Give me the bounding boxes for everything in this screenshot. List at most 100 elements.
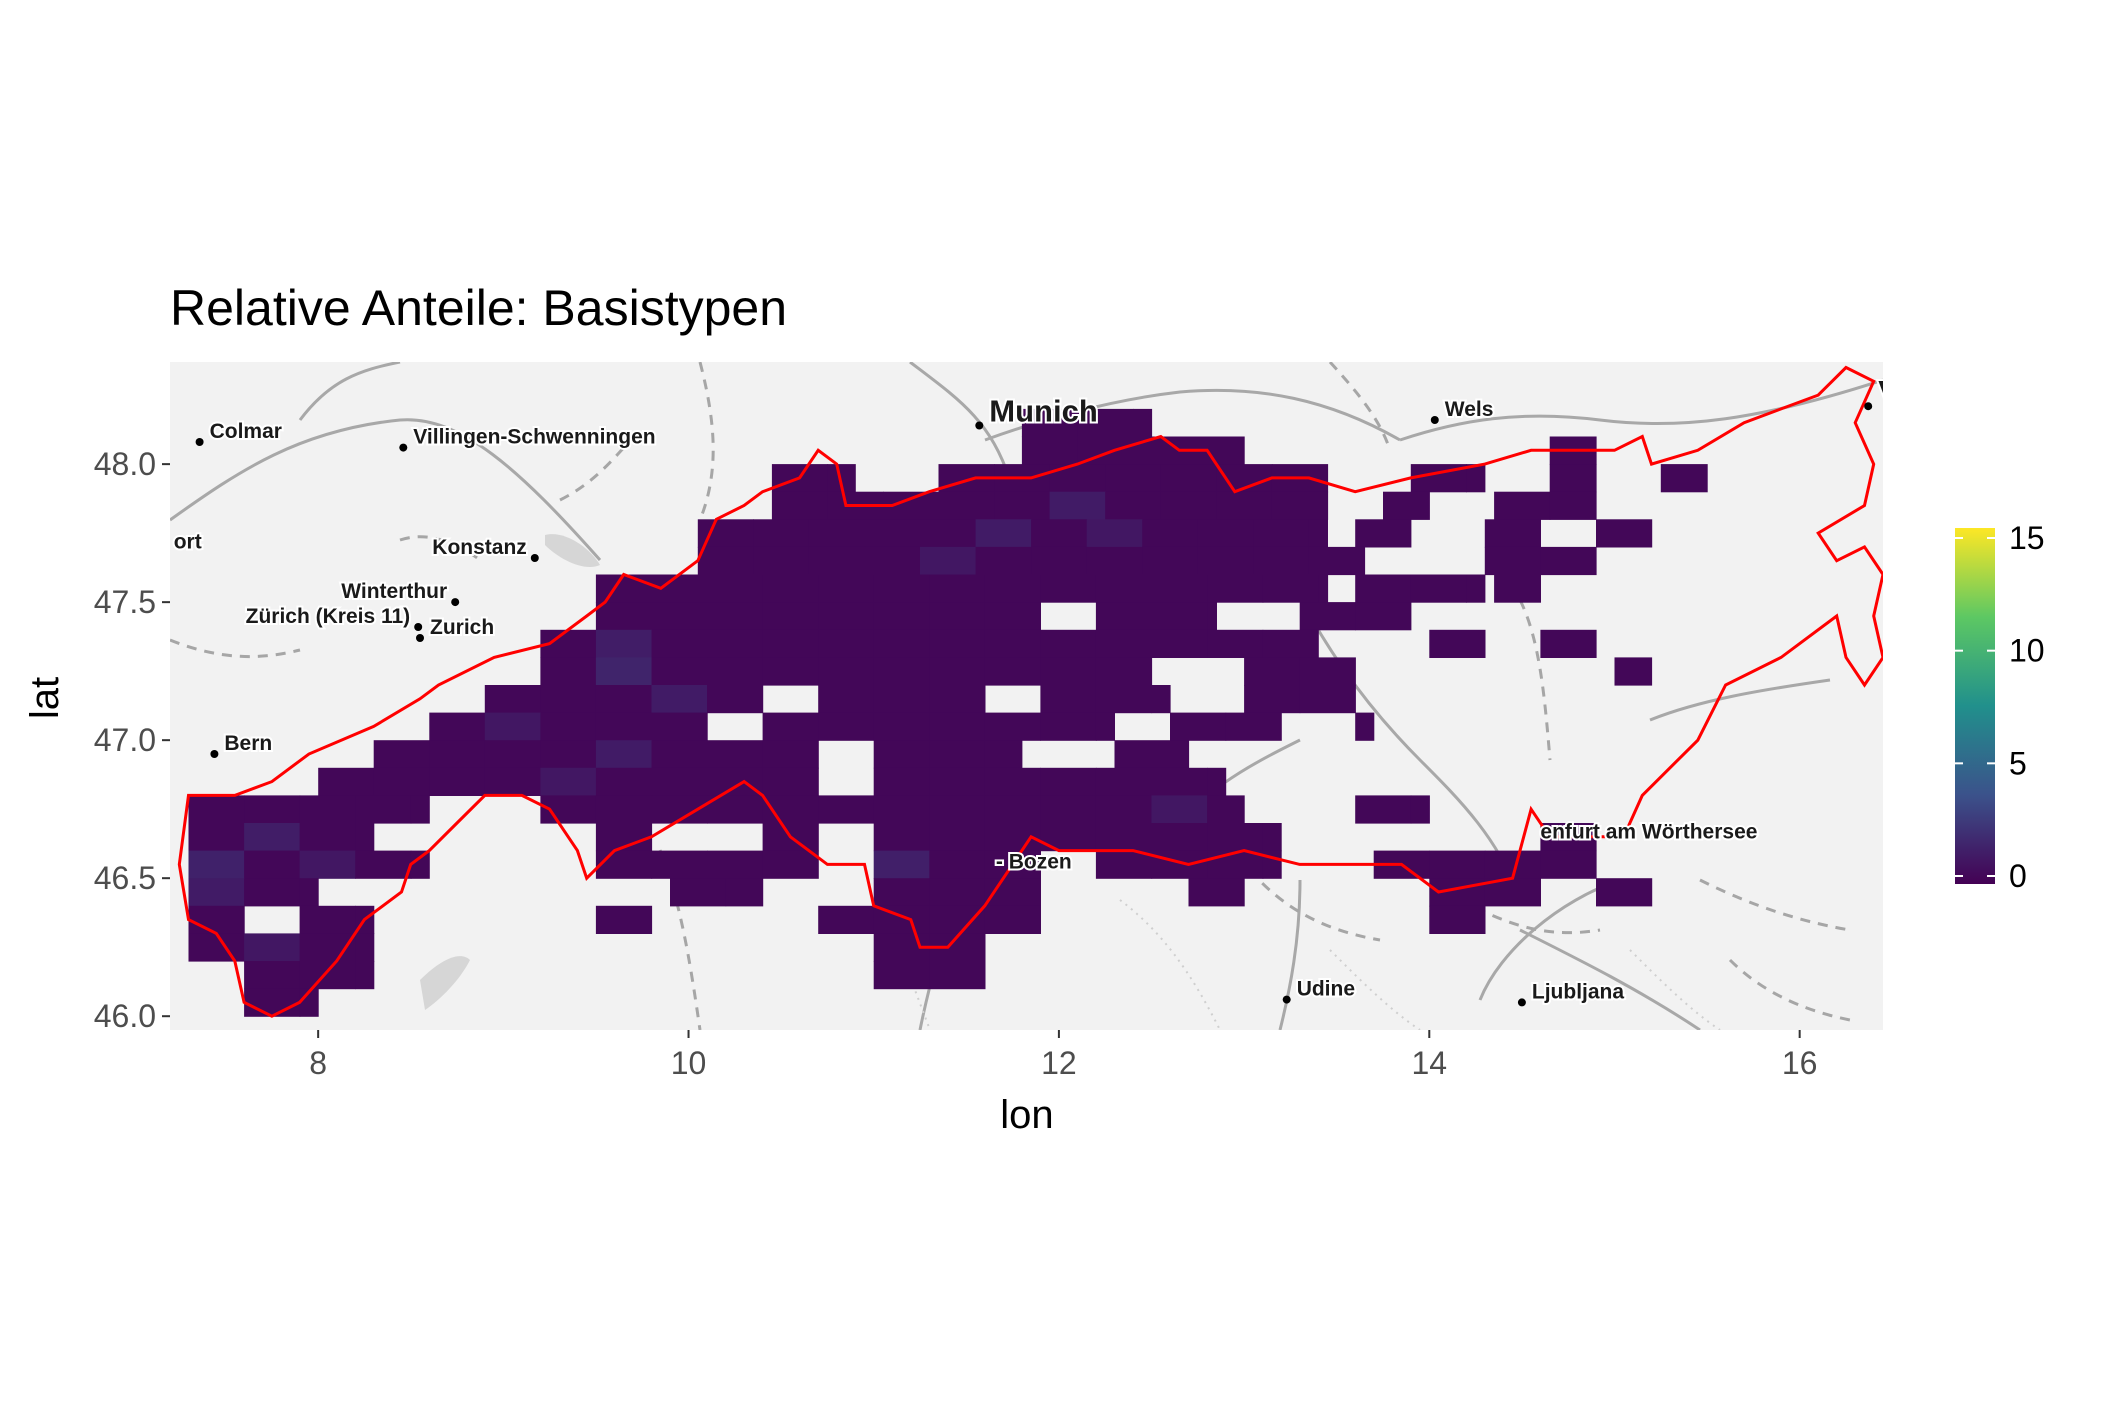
place-marker [195,438,204,446]
heatmap-cell [762,767,819,796]
y-axis: 46.0 46.5 47.0 47.5 48.0 [94,446,170,1034]
heatmap-cell [1494,491,1551,520]
place-label: Ljubljana [1532,980,1624,1003]
place-labels: Munich Colmar Villingen-Schwenningen Wels or… [172,372,1883,1007]
heatmap-cell [1105,491,1162,520]
heatmap-cell [188,823,245,852]
y-tick-label: 46.0 [94,998,156,1034]
heatmap-cell [188,850,245,879]
heatmap-cell [707,685,764,714]
heatmap-cell [929,795,986,824]
heatmap-cell [373,740,430,769]
place-marker [210,750,219,758]
place-label: Bern [224,732,272,755]
y-tick-label: 48.0 [94,446,156,482]
heatmap-cell [1021,436,1079,465]
heatmap-cell [188,795,245,824]
heatmap-cell [1040,685,1097,714]
heatmap-cell [873,574,930,603]
place-marker [1864,402,1873,411]
heatmap-cell [244,988,301,1017]
heatmap-cell [484,712,541,741]
heatmap-cell [429,712,486,741]
heatmap-cell [929,905,986,934]
heatmap-cell [873,823,930,852]
heatmap-cell [484,685,541,714]
heatmap-cell [1253,519,1310,548]
heatmap-cell [299,905,356,934]
heatmap-cell [1484,519,1541,548]
heatmap-cell [1253,546,1310,576]
heatmap-cell [1151,574,1208,603]
heatmap-cell [299,795,356,824]
heatmap-cell [1040,657,1097,686]
heatmap-cell [1095,767,1153,796]
heatmap-cell [1095,574,1153,603]
heatmap-cell [1151,850,1208,879]
heatmap-cell [595,574,653,603]
heatmap-cell [1262,629,1319,658]
heatmap-cell [188,878,245,907]
heatmap-cell [1095,712,1115,741]
heatmap-cell [707,740,764,769]
heatmap-cell [753,519,810,548]
heatmap-cell [1308,519,1328,548]
heatmap-cell [1142,519,1199,548]
heatmap-cell [1040,795,1097,824]
place-marker [414,623,423,631]
heatmap-cell [984,740,1023,769]
heatmap-cell [484,767,541,796]
heatmap-cell [1355,519,1412,548]
lake-constance [545,534,600,568]
heatmap-cell [355,933,375,962]
heatmap-cell [1614,657,1653,686]
heatmap-cell [984,712,1041,741]
x-axis-title: lon [1000,1093,1053,1137]
place-label: Zürich (Kreis 11) [246,605,411,628]
heatmap-cell [1429,629,1486,658]
place-label: Winterthur [341,580,447,603]
heatmap-cell [355,795,412,824]
heatmap-cell [1549,464,1597,493]
heatmap-cell [1095,602,1153,631]
heatmap-cell [1031,519,1088,548]
place-marker [416,634,424,642]
heatmap-cell [808,546,866,576]
heatmap-cell [595,795,653,824]
place-marker [1517,998,1526,1007]
heatmap-cell [1151,767,1208,796]
heatmap-cell [1095,629,1153,658]
colorbar-tick-label: 0 [2009,858,2027,894]
heatmap-cell [929,878,986,907]
heatmap-cell [318,767,375,796]
heatmap-cell [1077,408,1134,438]
heatmap-cell [429,740,486,769]
heatmap-cell [1170,740,1190,769]
heatmap-cell [595,712,653,741]
heatmap-cell [707,574,764,603]
heatmap-cell [697,546,754,576]
heatmap-cell [1031,546,1088,576]
heatmap-cell [873,961,930,990]
heatmap-cell [1596,519,1653,548]
heatmap-cell [1040,767,1097,796]
heatmap-cell [1207,574,1264,603]
heatmap-cell [595,905,653,934]
heatmap-cell [299,823,356,852]
heatmap-cell [984,657,1041,686]
heatmap-cell [595,767,653,796]
heatmap-cell [818,574,875,603]
heatmap-cell [984,602,1041,631]
heatmap-cell [1299,657,1356,686]
heatmap-cell [929,657,986,686]
heatmap-cell [651,712,708,741]
heatmap-cell [929,740,986,769]
heatmap-cell [1114,740,1171,769]
heatmap-cell [1466,574,1486,603]
heatmap-cell [938,491,995,520]
place-marker [451,598,460,607]
place-label: Villingen-Schwenningen [413,426,655,449]
heatmap-cell [1049,491,1106,520]
heatmap-cell [484,740,541,769]
heatmap-cell [762,574,819,603]
